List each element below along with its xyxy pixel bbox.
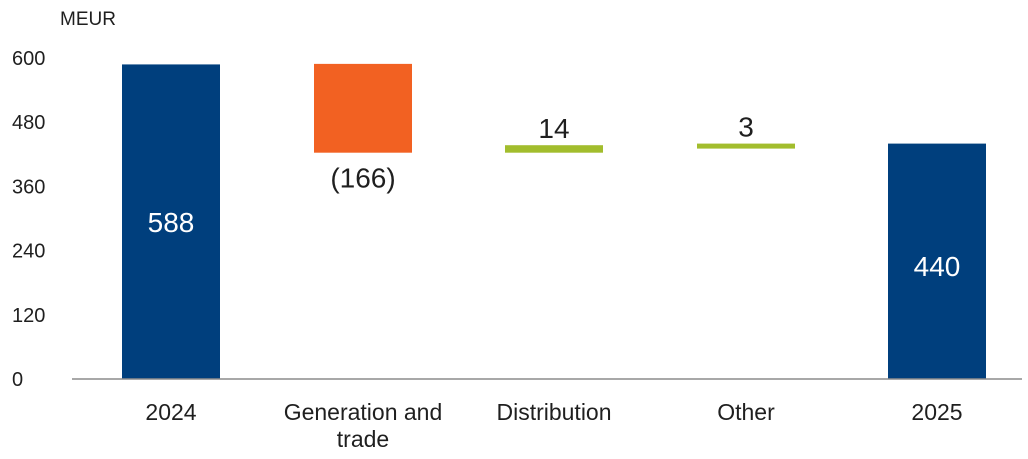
bar-data-label: (166): [330, 163, 395, 194]
x-category-label: 2025: [911, 399, 962, 425]
total-bar: [888, 143, 986, 379]
decrease-bar: [314, 63, 412, 153]
x-category-label: 2024: [145, 399, 196, 425]
y-unit-label: MEUR: [60, 9, 116, 30]
y-tick-label: 240: [12, 241, 45, 263]
data-labels-layer: 588 (166) 14 3 440: [148, 112, 961, 282]
total-bar: [122, 64, 220, 380]
increase-bar: [697, 143, 795, 149]
x-category-label: trade: [337, 426, 389, 452]
bars-layer: [122, 63, 986, 380]
bar-data-label: 440: [914, 251, 961, 282]
y-axis-ticks: 0 120 240 360 480 600: [12, 48, 45, 391]
x-category-label: Other: [717, 399, 775, 425]
bar-data-label: 588: [148, 207, 195, 238]
y-tick-label: 0: [12, 369, 23, 391]
y-tick-label: 600: [12, 48, 45, 70]
increase-bar: [505, 145, 603, 153]
y-tick-label: 480: [12, 112, 45, 134]
y-tick-label: 120: [12, 305, 45, 327]
bar-data-label: 14: [538, 113, 569, 144]
y-tick-label: 360: [12, 176, 45, 198]
x-category-label: Distribution: [496, 399, 611, 425]
x-category-label: Generation and: [284, 399, 443, 425]
bar-data-label: 3: [738, 112, 754, 143]
